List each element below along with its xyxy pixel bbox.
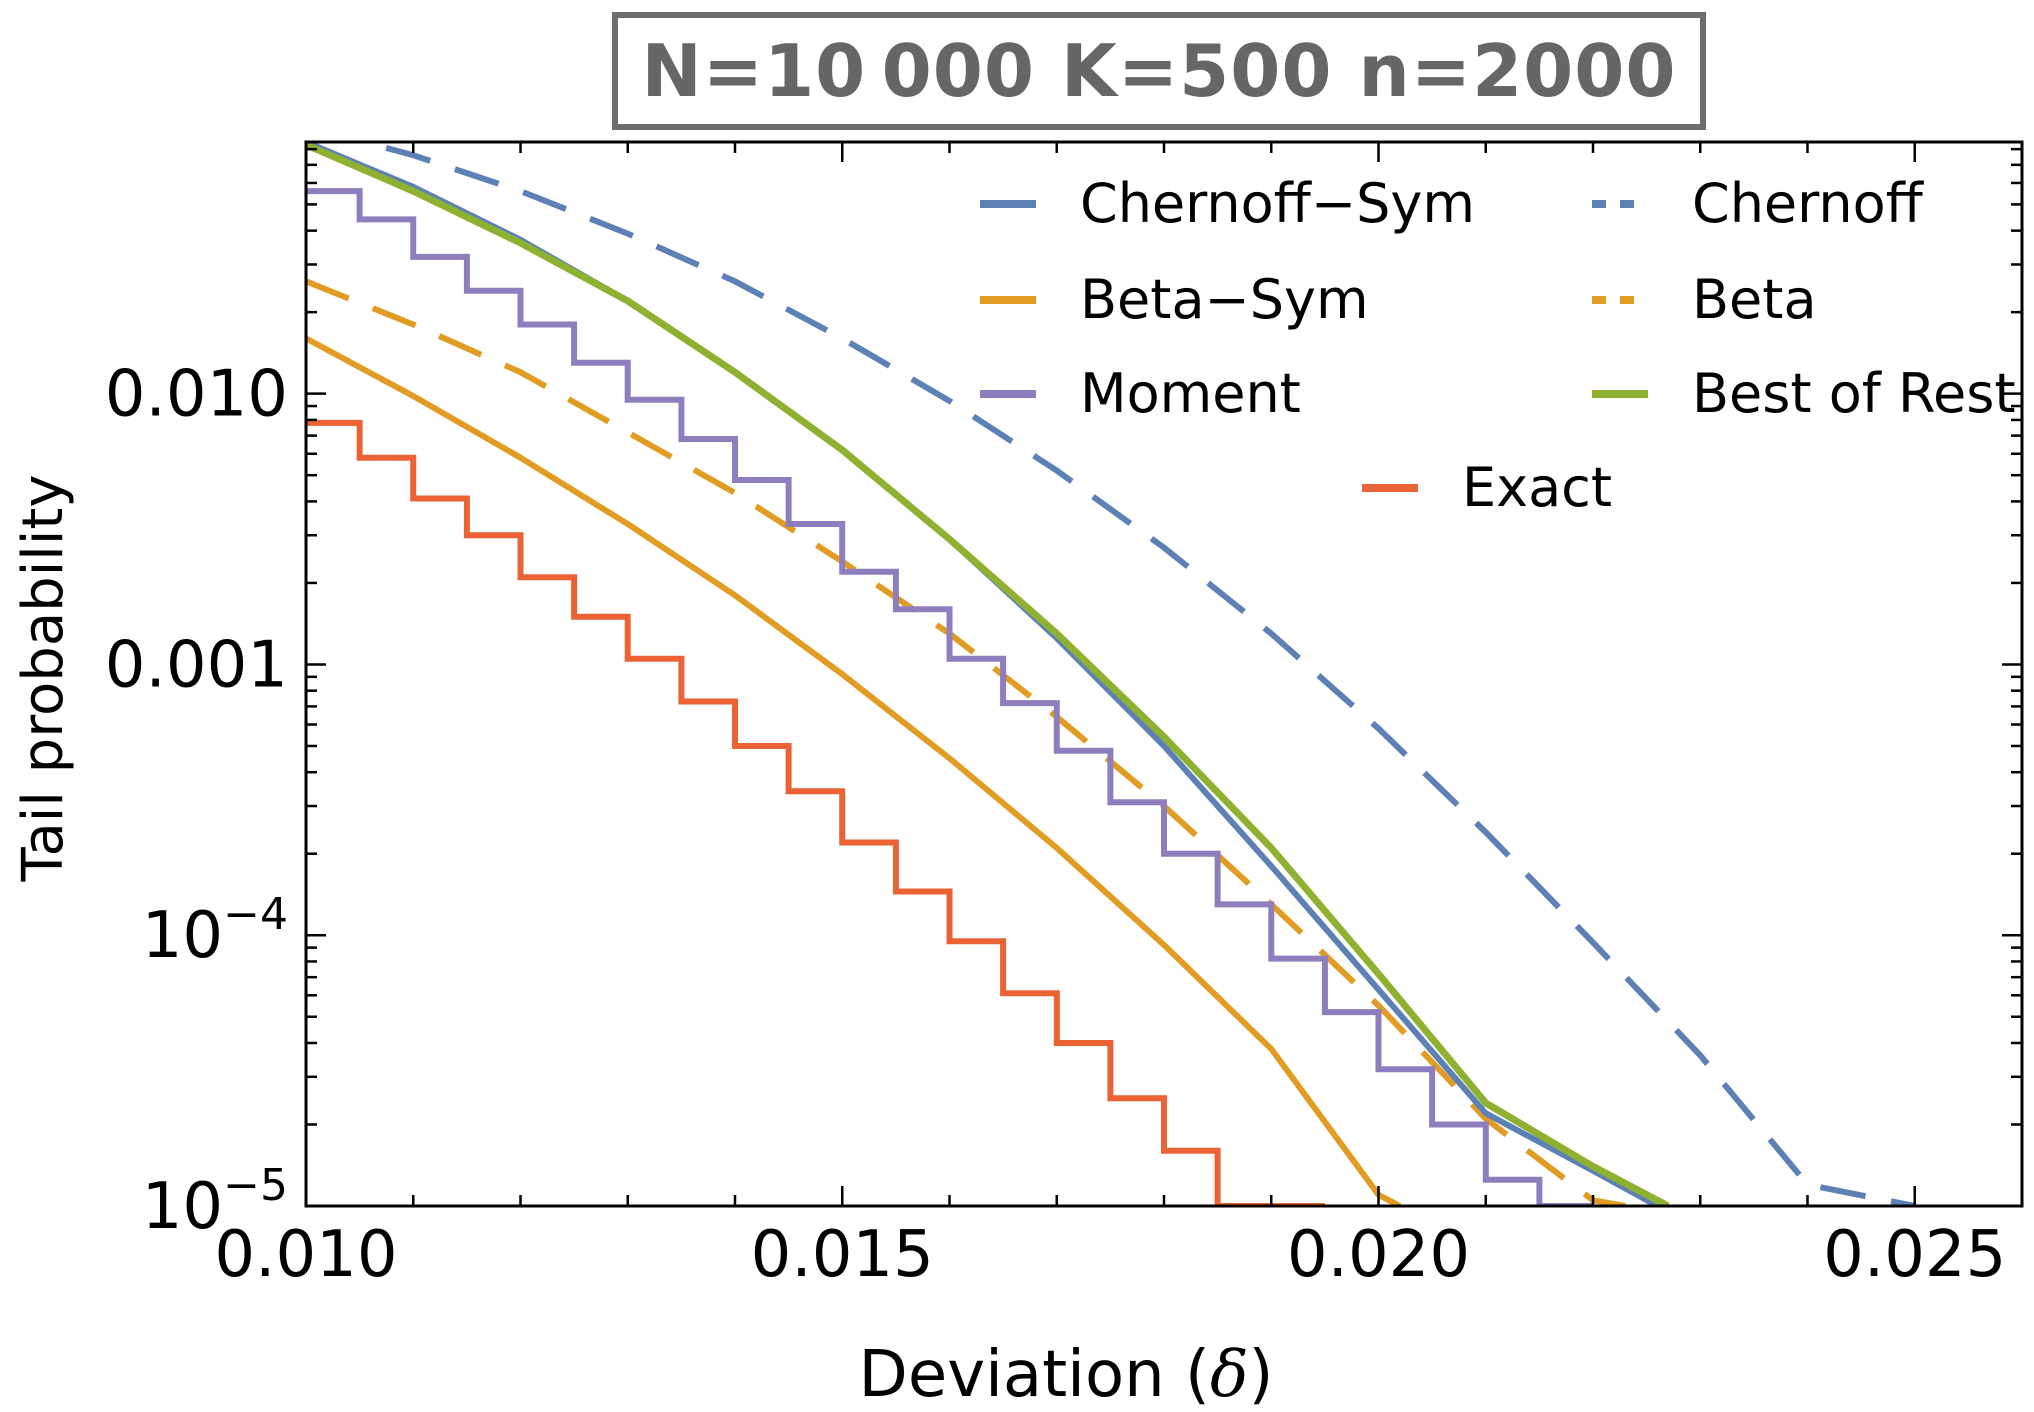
series-line-exact bbox=[306, 419, 1325, 1206]
legend-item: Chernoff bbox=[1592, 172, 1925, 235]
x-tick-label: 0.020 bbox=[1287, 1218, 1470, 1292]
delta-symbol: δ bbox=[1210, 1338, 1249, 1412]
legend-item: Best of Rest bbox=[1592, 362, 2016, 425]
x-axis-label: Deviation (δ) bbox=[859, 1338, 1274, 1412]
y-tick-label: 10−5 bbox=[142, 1160, 288, 1244]
series-line-chernoff bbox=[353, 142, 1916, 1206]
series-line-beta-sym bbox=[306, 335, 1402, 1206]
series-line-moment bbox=[306, 188, 1593, 1206]
x-tick-label: 0.010 bbox=[214, 1218, 397, 1292]
legend-item: Beta bbox=[1592, 268, 1817, 331]
legend-label: Chernoff−Sym bbox=[1080, 172, 1475, 235]
legend-label: Chernoff bbox=[1692, 172, 1925, 235]
series-line-best-of-rest bbox=[306, 142, 1670, 1206]
y-axis-label: Tail probability bbox=[11, 475, 76, 883]
x-tick-label: 0.015 bbox=[751, 1218, 934, 1292]
y-tick-label: 0.010 bbox=[105, 358, 288, 432]
chart-title: N=10 000 K=500 n=2000 bbox=[612, 12, 1706, 130]
legend-label: Best of Rest bbox=[1692, 362, 2016, 425]
legend-item: Exact bbox=[1362, 456, 1612, 519]
legend-item: Beta−Sym bbox=[980, 268, 1369, 331]
legend-label: Exact bbox=[1462, 456, 1612, 519]
legend-label: Beta bbox=[1692, 268, 1817, 331]
legend-label: Beta−Sym bbox=[1080, 268, 1369, 331]
x-tick-label: 0.025 bbox=[1823, 1218, 2006, 1292]
legend-label: Moment bbox=[1080, 362, 1301, 425]
y-tick-label: 0.001 bbox=[105, 628, 288, 702]
y-tick-label: 10−4 bbox=[142, 889, 288, 973]
legend-item: Chernoff−Sym bbox=[980, 172, 1475, 235]
legend-item: Moment bbox=[980, 362, 1301, 425]
